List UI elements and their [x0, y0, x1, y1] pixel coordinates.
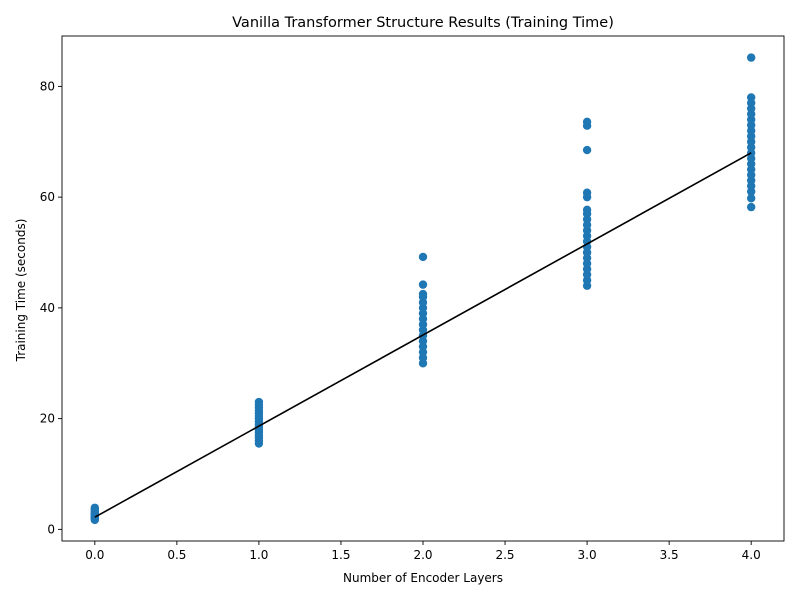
x-tick-label: 2.5: [495, 548, 514, 562]
scatter-point: [418, 252, 428, 262]
x-tick-label: 0.0: [85, 548, 104, 562]
y-tick-label: 20: [40, 412, 55, 426]
y-axis-title: Training Time (seconds): [14, 219, 28, 363]
y-tick-label: 40: [40, 301, 55, 315]
x-tick-label: 3.0: [578, 548, 597, 562]
scatter-point: [746, 202, 756, 212]
x-tick-label: 2.0: [413, 548, 432, 562]
scatter-point: [254, 397, 264, 407]
scatter-point: [582, 205, 592, 215]
chart-title: Vanilla Transformer Structure Results (T…: [232, 15, 614, 31]
x-tick-label: 3.5: [660, 548, 679, 562]
y-tick-label: 0: [47, 522, 55, 536]
scatter-point: [418, 289, 428, 299]
scatter-point: [582, 188, 592, 197]
x-tick-label: 0.5: [167, 548, 186, 562]
x-axis-title: Number of Encoder Layers: [343, 571, 503, 585]
plot-axes: 0.0 0.5 1.0 1.5 2.0 2.5 3.0 3.5 4.0 0 20 40 60 80: [40, 35, 785, 562]
scatter-point: [582, 117, 592, 127]
x-tick-label: 4.0: [742, 548, 761, 562]
x-tick-label: 1.0: [249, 548, 268, 562]
scatter-point: [746, 194, 756, 203]
scatter-point: [90, 503, 100, 512]
plot-marks: [90, 53, 756, 525]
y-tick-label: 80: [40, 79, 55, 93]
scatter-point: [418, 280, 428, 289]
scatter-point: [746, 53, 756, 62]
scatter-point: [582, 145, 592, 155]
scatter-point: [746, 93, 756, 102]
fit-line: [94, 152, 752, 518]
x-tick-label: 1.5: [331, 548, 350, 562]
y-tick-label: 60: [40, 190, 55, 204]
